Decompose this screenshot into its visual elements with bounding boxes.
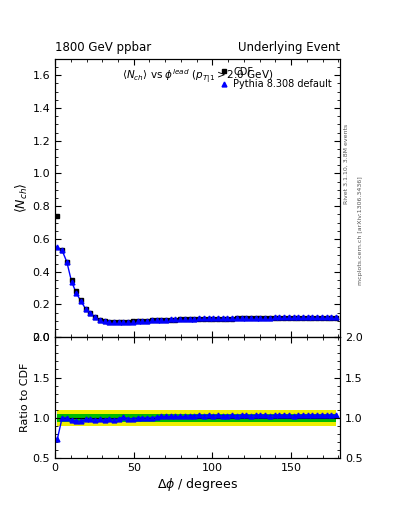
CDF — [149, 317, 154, 324]
Pythia 8.308 default — [235, 315, 239, 321]
X-axis label: $\Delta\phi$ / degrees: $\Delta\phi$ / degrees — [157, 476, 238, 493]
CDF — [154, 317, 159, 323]
CDF — [121, 319, 126, 326]
CDF — [235, 315, 239, 322]
Pythia 8.308 default — [102, 318, 107, 324]
CDF — [334, 315, 338, 321]
Legend: CDF, Pythia 8.308 default: CDF, Pythia 8.308 default — [215, 63, 335, 92]
Pythia 8.308 default — [154, 317, 159, 323]
CDF — [130, 318, 135, 325]
Pythia 8.308 default — [140, 318, 145, 324]
Y-axis label: $\langle N_{ch}\rangle$: $\langle N_{ch}\rangle$ — [13, 183, 29, 214]
Text: 1800 GeV ppbar: 1800 GeV ppbar — [55, 41, 151, 54]
Pythia 8.308 default — [149, 317, 154, 324]
Pythia 8.308 default — [112, 319, 116, 326]
Line: Pythia 8.308 default: Pythia 8.308 default — [55, 245, 338, 325]
Y-axis label: Ratio to CDF: Ratio to CDF — [20, 363, 29, 433]
Text: mcplots.cern.ch [arXiv:1306.3436]: mcplots.cern.ch [arXiv:1306.3436] — [358, 176, 363, 285]
Pythia 8.308 default — [334, 314, 338, 321]
CDF — [102, 318, 107, 324]
Text: Rivet 3.1.10, 3.8M events: Rivet 3.1.10, 3.8M events — [344, 124, 349, 204]
Line: CDF: CDF — [55, 214, 338, 325]
Pythia 8.308 default — [130, 318, 135, 325]
CDF — [55, 213, 60, 219]
Text: $\langle N_{ch}\rangle$ vs $\phi^{lead}$ ($p_{T|1} > 2.0$ GeV): $\langle N_{ch}\rangle$ vs $\phi^{lead}$… — [122, 67, 273, 84]
Text: Underlying Event: Underlying Event — [238, 41, 340, 54]
CDF — [140, 318, 145, 324]
Pythia 8.308 default — [55, 244, 60, 250]
